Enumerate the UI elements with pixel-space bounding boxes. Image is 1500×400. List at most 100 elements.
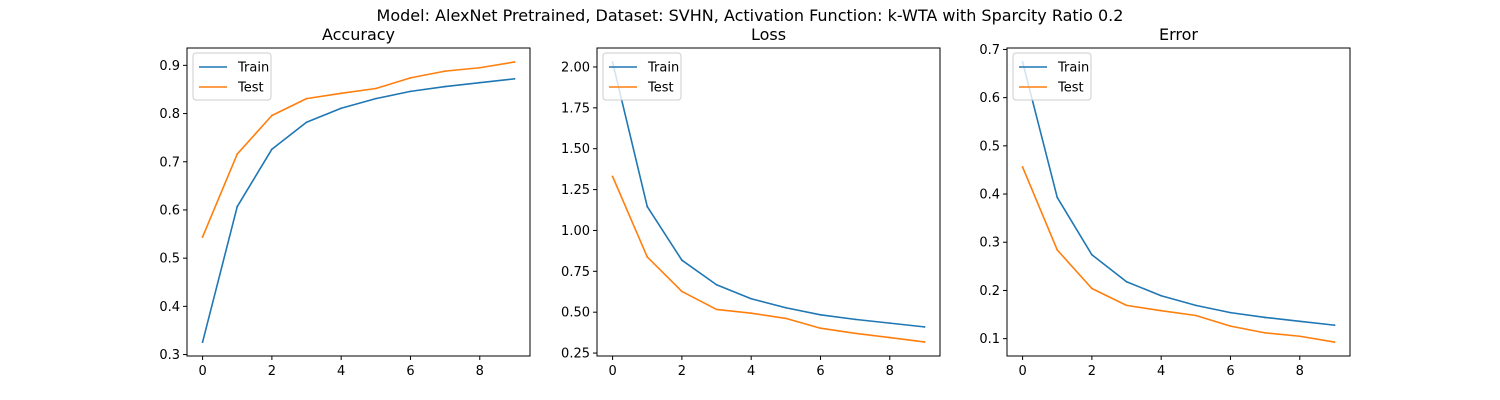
loss-train-point bbox=[646, 205, 649, 208]
error-y-tick-label: 0.3 bbox=[979, 236, 1000, 251]
error-test-point bbox=[1298, 335, 1301, 338]
accuracy-test-point bbox=[444, 70, 447, 73]
accuracy-train-point bbox=[340, 107, 343, 110]
accuracy-train-point bbox=[201, 341, 204, 343]
accuracy-test-point bbox=[374, 87, 377, 90]
error-test-point bbox=[1194, 314, 1197, 317]
accuracy-train-point bbox=[409, 90, 412, 93]
loss-test-point bbox=[854, 332, 857, 335]
loss-test-point bbox=[923, 341, 926, 343]
loss-test-point bbox=[819, 327, 822, 330]
error-train-point bbox=[1056, 196, 1059, 199]
loss-y-tick-label: 0.75 bbox=[561, 265, 590, 280]
loss-panel: Loss 0 2 4 6 8 0.25 0.50 0.75 1.00 1.25 1.50 1.75 2.… bbox=[561, 25, 941, 379]
accuracy-y-tick-label: 0.7 bbox=[159, 155, 180, 170]
accuracy-x-tick-label: 8 bbox=[476, 364, 484, 379]
loss-x-tick-label: 0 bbox=[608, 364, 616, 379]
loss-train-point bbox=[888, 322, 891, 325]
error-train-point bbox=[1333, 324, 1336, 327]
accuracy-test-point bbox=[513, 61, 516, 63]
error-x-tick-label: 0 bbox=[1018, 364, 1026, 379]
error-train-line bbox=[1021, 61, 1336, 327]
accuracy-legend-train-label: Train bbox=[237, 61, 269, 76]
error-y-tick-label: 0.7 bbox=[979, 43, 1000, 58]
loss-train-point bbox=[680, 259, 683, 262]
accuracy-x-tick-label: 4 bbox=[337, 364, 345, 379]
accuracy-legend bbox=[192, 52, 272, 101]
accuracy-panel-title: Accuracy bbox=[322, 25, 395, 44]
accuracy-y-tick-label: 0.9 bbox=[159, 59, 180, 74]
loss-panel-title: Loss bbox=[751, 25, 786, 44]
loss-test-point bbox=[750, 312, 753, 315]
error-x-tick-label: 4 bbox=[1157, 364, 1165, 379]
loss-y-tick-label: 1.75 bbox=[561, 101, 590, 116]
accuracy-train-point bbox=[374, 97, 377, 100]
error-y-tick-label: 0.5 bbox=[979, 139, 1000, 154]
error-panel: Error 0 2 4 6 8 0.1 0.2 0.3 0.4 0.5 0.6 0.7 Train Tes… bbox=[979, 25, 1351, 379]
loss-test-point bbox=[611, 175, 614, 178]
accuracy-y-tick-label: 0.5 bbox=[159, 252, 180, 267]
error-panel-title: Error bbox=[1159, 25, 1198, 44]
accuracy-test-point bbox=[236, 153, 239, 155]
accuracy-y-tick-label: 0.6 bbox=[159, 203, 180, 218]
loss-train-point bbox=[715, 283, 718, 286]
loss-x-tick-label: 6 bbox=[816, 364, 824, 379]
loss-y-tick-label: 2.00 bbox=[561, 60, 590, 75]
loss-train-point bbox=[923, 326, 926, 328]
accuracy-test-point bbox=[340, 92, 343, 95]
loss-y-tick-label: 1.50 bbox=[561, 142, 590, 157]
loss-train-point bbox=[750, 297, 753, 300]
error-test-point bbox=[1056, 249, 1059, 251]
error-legend bbox=[1012, 52, 1092, 101]
error-x-tick-label: 6 bbox=[1226, 364, 1234, 379]
loss-legend-test-label: Test bbox=[647, 81, 674, 96]
loss-x-tick-label: 8 bbox=[886, 364, 894, 379]
accuracy-train-point bbox=[444, 85, 447, 88]
accuracy-test-point bbox=[409, 76, 412, 79]
accuracy-train-line bbox=[201, 77, 516, 343]
loss-legend bbox=[602, 52, 682, 101]
accuracy-test-point bbox=[305, 97, 308, 100]
loss-y-tick-label: 0.50 bbox=[561, 306, 590, 321]
loss-legend-train-label: Train bbox=[647, 61, 679, 76]
loss-test-point bbox=[646, 256, 649, 258]
accuracy-test-line bbox=[201, 61, 516, 238]
error-x-tick-label: 2 bbox=[1088, 364, 1096, 379]
error-test-point bbox=[1264, 331, 1267, 334]
accuracy-test-point bbox=[270, 114, 273, 117]
loss-y-tick-label: 0.25 bbox=[561, 347, 590, 362]
error-test-point bbox=[1125, 304, 1128, 307]
error-train-point bbox=[1298, 320, 1301, 323]
error-train-point bbox=[1194, 304, 1197, 307]
accuracy-legend-test-label: Test bbox=[237, 81, 264, 96]
error-train-point bbox=[1264, 316, 1267, 319]
accuracy-x-tick-label: 2 bbox=[268, 364, 276, 379]
error-test-point bbox=[1090, 287, 1093, 290]
loss-train-point bbox=[784, 306, 787, 309]
accuracy-test-point bbox=[478, 66, 481, 69]
error-train-point bbox=[1125, 280, 1128, 283]
loss-axes-frame bbox=[596, 47, 941, 357]
loss-test-line bbox=[611, 175, 926, 343]
accuracy-panel: Accuracy 0 2 4 6 8 0.3 0.4 0.5 0.6 0.7 0.8 0.9 Train… bbox=[159, 25, 531, 379]
error-test-point bbox=[1021, 166, 1024, 168]
error-y-tick-label: 0.1 bbox=[979, 332, 1000, 347]
error-x-tick-label: 8 bbox=[1296, 364, 1304, 379]
accuracy-train-point bbox=[513, 77, 516, 80]
accuracy-train-point bbox=[305, 121, 308, 124]
error-test-point bbox=[1160, 309, 1163, 312]
loss-test-point bbox=[888, 336, 891, 339]
error-y-tick-label: 0.6 bbox=[979, 91, 1000, 106]
accuracy-train-point bbox=[270, 148, 273, 151]
loss-train-line bbox=[611, 61, 926, 328]
error-axes-frame bbox=[1006, 47, 1351, 357]
error-y-tick-label: 0.2 bbox=[979, 284, 1000, 299]
accuracy-test-point bbox=[201, 236, 204, 238]
accuracy-y-tick-label: 0.8 bbox=[159, 107, 180, 122]
error-legend-test-label: Test bbox=[1057, 81, 1084, 96]
error-test-point bbox=[1333, 341, 1336, 343]
error-train-point bbox=[1160, 294, 1163, 297]
loss-x-tick-label: 2 bbox=[678, 364, 686, 379]
loss-test-point bbox=[715, 308, 718, 311]
accuracy-y-tick-label: 0.3 bbox=[159, 348, 180, 363]
